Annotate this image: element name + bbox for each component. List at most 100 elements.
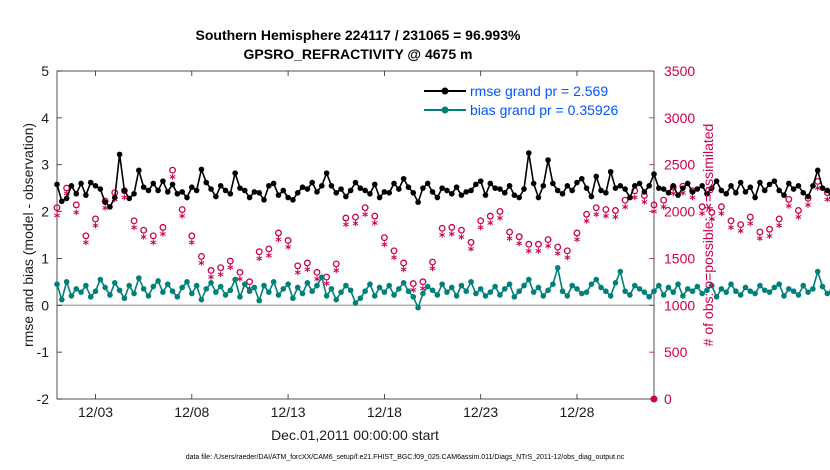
rmse-point	[453, 184, 460, 191]
bias-point	[622, 288, 628, 295]
bias-point	[429, 287, 436, 294]
obs-assimilated-point: *	[497, 213, 504, 227]
bias-point	[497, 292, 503, 298]
y2-tick-label: 2000	[664, 204, 695, 220]
rmse-point	[646, 183, 652, 189]
rmse-point	[155, 187, 161, 194]
rmse-point	[83, 192, 89, 198]
rmse-point	[771, 178, 778, 184]
rmse-point	[150, 180, 157, 187]
obs-assimilated-point: *	[218, 269, 225, 283]
bias-point	[737, 292, 744, 298]
obs-possible-point	[149, 232, 157, 240]
bias-point	[511, 294, 518, 300]
rmse-point	[343, 193, 349, 200]
obs-possible-point	[361, 204, 369, 212]
rmse-point	[448, 190, 455, 197]
bias-point	[237, 294, 243, 300]
bias-point	[328, 286, 335, 292]
rmse-point	[54, 181, 60, 188]
obs-possible-point	[612, 207, 619, 214]
rmse-point	[169, 181, 176, 188]
obs-possible-point	[506, 228, 514, 236]
bias-point	[68, 293, 75, 299]
rmse-point	[530, 180, 537, 187]
bias-point	[627, 292, 633, 298]
bias-point	[704, 287, 710, 294]
rmse-point	[497, 186, 503, 192]
legend-rmse-marker	[441, 87, 449, 95]
obs-assimilated-point: *	[689, 192, 696, 206]
rmse-point	[800, 190, 807, 196]
bias-point	[241, 281, 248, 288]
rmse-point	[126, 195, 133, 202]
chart-title-line2: GPSRO_REFRACTIVITY @ 4675 m	[244, 46, 473, 62]
bias-point	[318, 274, 325, 280]
bias-point	[516, 288, 522, 295]
obs-assimilated-point: *	[622, 202, 629, 216]
bias-point	[338, 289, 344, 295]
rmse-point	[78, 180, 84, 187]
bias-point	[444, 289, 450, 295]
bias-point	[270, 279, 277, 285]
bias-point	[246, 288, 253, 295]
rmse-point	[184, 194, 190, 201]
bias-point	[304, 279, 311, 286]
obs-possible-point	[486, 212, 494, 220]
rmse-point	[747, 184, 754, 191]
rmse-point	[415, 199, 421, 205]
bias-point	[810, 286, 816, 292]
rmse-point	[675, 192, 681, 198]
rmse-point	[285, 194, 291, 201]
bias-point	[453, 293, 460, 299]
obs-possible-point	[92, 215, 99, 223]
obs-assimilated-point: *	[709, 214, 716, 228]
bias-point	[198, 296, 205, 303]
rmse-point	[266, 183, 272, 189]
obs-assimilated-point: *	[439, 230, 446, 244]
obs-possible-point	[53, 204, 61, 212]
series-rmse	[54, 150, 830, 210]
rmse-point	[227, 190, 234, 197]
obs-possible-point	[602, 206, 610, 214]
obs-assimilated-point: *	[574, 235, 581, 249]
rmse-point	[314, 189, 320, 195]
obs-assimilated-point: *	[506, 234, 513, 248]
rmse-point	[781, 192, 787, 198]
bias-point	[603, 288, 609, 295]
obs-possible-point	[275, 229, 282, 237]
bias-point	[684, 286, 691, 292]
obs-assimilated-point: *	[189, 237, 196, 251]
rmse-point	[193, 187, 200, 194]
bias-point	[424, 283, 431, 290]
obs-assimilated-point: *	[83, 237, 90, 251]
rmse-point	[511, 192, 518, 198]
obs-assimilated-point: *	[680, 188, 687, 202]
rmse-point	[304, 186, 311, 192]
bias-point	[506, 281, 513, 288]
obs-assimilated-point: *	[603, 211, 610, 225]
rmse-point	[246, 194, 253, 201]
rmse-point	[708, 185, 715, 191]
bias-point	[78, 289, 84, 295]
bias-point	[299, 290, 306, 297]
bias-point	[607, 293, 614, 299]
obs-possible-point	[419, 278, 427, 286]
rmse-point	[439, 185, 445, 191]
bias-point	[222, 292, 229, 298]
bias-point	[179, 284, 185, 291]
obs-assimilated-point: *	[102, 203, 109, 217]
y2-tick-label: 3500	[664, 63, 695, 79]
bias-point	[545, 287, 551, 294]
x-tick-label: 12/13	[271, 404, 306, 420]
y-tick-label: -2	[37, 391, 50, 407]
obs-possible-point	[563, 247, 571, 255]
obs-possible-point	[409, 280, 417, 288]
bias-point	[646, 294, 652, 300]
bias-point	[251, 284, 258, 291]
obs-possible-point	[63, 184, 71, 192]
rmse-point	[63, 195, 70, 202]
obs-possible-point	[794, 207, 802, 214]
bias-point	[400, 279, 407, 286]
